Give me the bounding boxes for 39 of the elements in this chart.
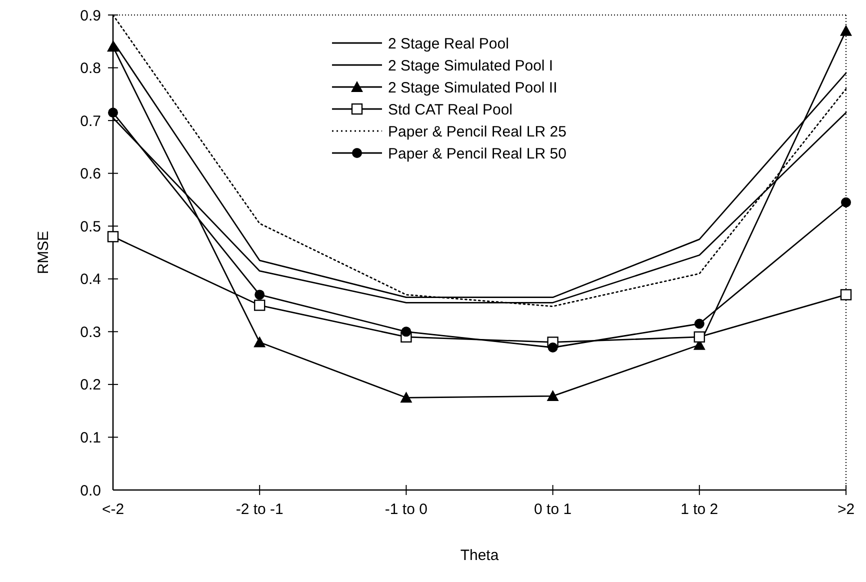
y-tick-label: 0.6 xyxy=(80,166,101,183)
x-tick-label: 0 to 1 xyxy=(534,501,572,518)
y-tick-label: 0.0 xyxy=(80,482,101,500)
legend-label: 2 Stage Simulated Pool I xyxy=(388,57,554,74)
point xyxy=(400,392,412,403)
legend-label: Std CAT Real Pool xyxy=(388,101,513,118)
x-tick-label: 1 to 2 xyxy=(680,501,718,518)
point xyxy=(548,342,558,352)
x-tick-label: -2 to -1 xyxy=(236,501,284,518)
y-axis-title: RMSE xyxy=(35,230,52,274)
point xyxy=(694,318,704,329)
x-axis-title: Theta xyxy=(460,547,500,564)
point xyxy=(401,326,412,337)
legend-label: Paper & Pencil Real LR 50 xyxy=(388,145,566,162)
x-tick-label: <-2 xyxy=(102,501,124,518)
point xyxy=(840,289,852,300)
y-tick-label: 0.8 xyxy=(80,60,101,78)
point xyxy=(841,197,851,208)
point xyxy=(107,40,119,52)
point xyxy=(694,331,705,343)
legend-label: 2 Stage Real Pool xyxy=(388,35,509,52)
point xyxy=(546,390,559,402)
legend-label: 2 Stage Simulated Pool II xyxy=(388,79,558,96)
point xyxy=(840,24,852,36)
y-tick-label: 0.4 xyxy=(80,271,101,288)
point xyxy=(254,300,266,311)
legend-label: Paper & Pencil Real LR 25 xyxy=(388,123,566,140)
y-tick-label: 0.3 xyxy=(80,324,101,341)
y-tick-label: 0.9 xyxy=(80,7,101,24)
y-tick-label: 0.1 xyxy=(80,429,101,446)
x-tick-label: >2 xyxy=(837,501,855,518)
x-tick-label: -1 to 0 xyxy=(384,501,428,518)
point xyxy=(107,231,119,242)
y-tick-label: 0.2 xyxy=(80,376,101,394)
point xyxy=(108,108,118,118)
y-tick-label: 0.5 xyxy=(80,218,101,236)
point xyxy=(254,336,266,348)
point xyxy=(254,290,265,300)
y-tick-label: 0.7 xyxy=(80,112,101,130)
